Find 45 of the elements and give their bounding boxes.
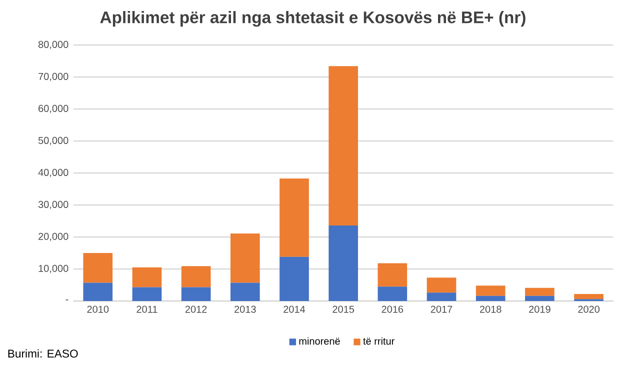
bar [132,287,162,301]
bar [525,288,554,296]
x-tick-label: 2016 [382,306,404,313]
bar [378,263,408,287]
y-tick-label: 50,000 [38,136,68,146]
x-tick-label: 2018 [480,306,502,313]
y-tick-label: 70,000 [38,72,68,82]
bar [426,292,456,301]
y-tick-label: 40,000 [38,168,68,178]
bar [525,296,554,301]
chart-title: Aplikimet për azil nga shtetasit e Kosovës në BE+ (nr) [100,11,526,27]
bar [476,286,506,296]
bar [83,253,113,283]
bar [181,287,211,301]
x-tick-label: 2010 [87,306,109,313]
y-tick-label: 30,000 [38,200,68,210]
bar [230,282,260,301]
x-tick-label: 2019 [529,306,550,313]
bar [230,233,260,283]
y-tick-label: 60,000 [38,104,68,114]
y-tick-label: 10,000 [38,264,68,274]
legend-label: minorenë [299,337,340,345]
x-tick-label: 2020 [578,306,600,313]
bar [328,225,358,301]
x-tick-label: 2017 [430,306,452,313]
bar [426,278,456,293]
x-tick-label: 2014 [284,306,306,313]
bar [378,286,408,301]
bar [132,267,162,288]
bar [280,256,309,301]
legend-label: të rritur [363,337,394,345]
bar [476,296,506,301]
text: Burimi: EASO [8,349,78,358]
bar [574,294,604,300]
y-tick-label: 80,000 [38,40,68,50]
y-tick-label: 20,000 [38,232,68,242]
bar [181,266,211,288]
y-tick-label: - [66,299,68,300]
bar [328,66,358,226]
x-tick-label: 2011 [136,306,158,313]
bar [280,178,309,257]
x-tick-label: 2012 [185,306,207,313]
bar [83,282,113,301]
x-tick-label: 2015 [332,306,354,313]
x-tick-label: 2013 [234,306,256,313]
